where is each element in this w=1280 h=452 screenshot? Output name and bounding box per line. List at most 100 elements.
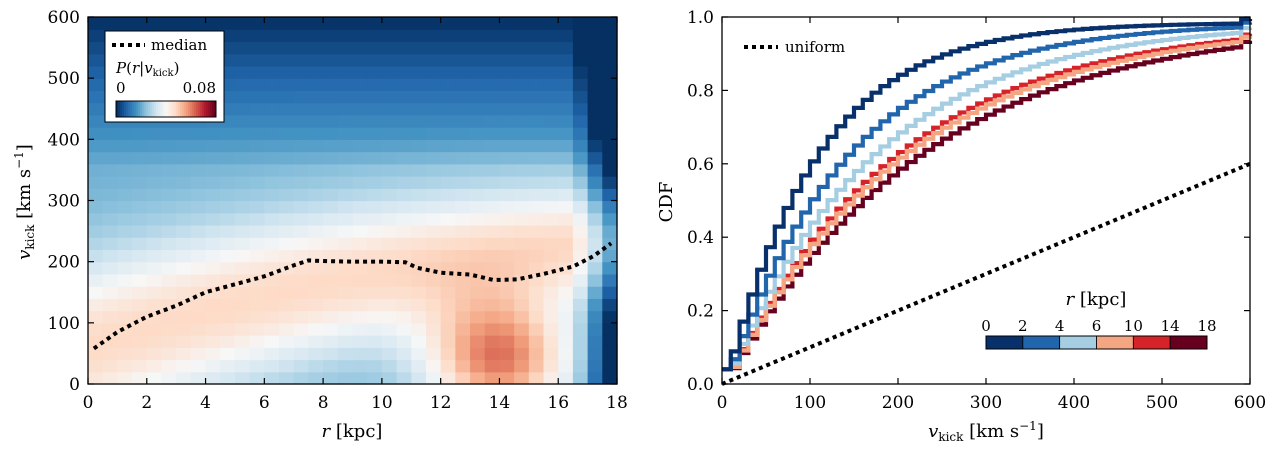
heatmap-cell — [190, 200, 207, 214]
heatmap-cell — [514, 359, 530, 373]
heatmap-cell — [102, 310, 118, 324]
heatmap-cell — [543, 237, 559, 251]
heatmap-cell — [558, 212, 574, 226]
colorbar-segment — [192, 101, 195, 117]
heatmap-cell — [352, 53, 368, 67]
heatmap-legend: median P(r|vkick) 0 0.08 — [104, 30, 225, 123]
heatmap-cell — [587, 298, 603, 312]
heatmap-cell — [102, 151, 118, 165]
heatmap-cell — [117, 188, 133, 202]
heatmap-cell — [132, 17, 148, 30]
heatmap-cell — [190, 249, 207, 263]
heatmap-cell — [381, 200, 398, 214]
heatmap-cell — [558, 41, 574, 55]
heatmap-cell — [587, 212, 603, 226]
heatmap-cell — [367, 17, 383, 30]
heatmap-cell — [499, 65, 515, 79]
heatmap-cell — [602, 17, 618, 30]
heatmap-cell — [543, 29, 559, 43]
x-tick-label: 500 — [1146, 393, 1178, 413]
heatmap-cell — [455, 41, 471, 55]
heatmap-cell — [411, 310, 427, 324]
cdf-panel: 0 100 200 300 400 500 600 0.00.20.40.60.81.0 v… — [656, 8, 1266, 444]
colorbar-segment — [132, 101, 135, 117]
heatmap-cell — [205, 359, 221, 373]
heatmap-cell — [587, 322, 603, 336]
heatmap-cell — [396, 17, 412, 30]
heatmap-cell — [411, 286, 427, 299]
heatmap-cell — [337, 322, 354, 336]
heatmap-cell — [425, 347, 442, 361]
heatmap-cell — [572, 286, 589, 299]
heatmap-cell — [484, 371, 501, 385]
x-tick-label: 100 — [794, 393, 826, 413]
heatmap-cell — [543, 188, 559, 202]
heatmap-cell — [558, 249, 574, 263]
heatmap-cell — [352, 163, 368, 177]
heatmap-cell — [132, 212, 148, 226]
y-tick-label: 500 — [48, 69, 80, 89]
heatmap-y-ticks: 0 100 200 300 400 500 600 — [48, 8, 617, 395]
heatmap-cell — [234, 335, 251, 348]
heatmap-cell — [484, 102, 501, 116]
heatmap-cell — [440, 322, 456, 336]
y-tick-label: 0.0 — [687, 375, 714, 395]
heatmap-cell — [602, 127, 618, 140]
cdf-series-line — [722, 34, 1253, 372]
heatmap-cell — [190, 371, 207, 385]
heatmap-cell — [543, 114, 559, 128]
colorbar-segment — [150, 101, 153, 117]
heatmap-cell — [381, 90, 398, 104]
heatmap-cell — [587, 359, 603, 373]
heatmap-cell — [425, 41, 442, 55]
heatmap-cell — [337, 114, 354, 128]
cdf-y-ticks: 0.0 0.2 0.4 0.6 0.8 1.0 — [687, 8, 1250, 395]
heatmap-cell — [249, 114, 265, 128]
r-colorbar-tick-label: 4 — [1055, 317, 1065, 335]
heatmap-cell — [484, 224, 501, 238]
heatmap-cell — [514, 371, 530, 385]
heatmap-cell — [470, 347, 486, 361]
heatmap-cell — [367, 261, 383, 275]
heatmap-cell — [558, 90, 574, 104]
heatmap-cell — [411, 200, 427, 214]
heatmap-cell — [161, 188, 177, 202]
heatmap-cell — [352, 114, 368, 128]
heatmap-cell — [572, 212, 589, 226]
heatmap-cell — [88, 53, 104, 67]
heatmap-cell — [455, 78, 471, 91]
heatmap-cell — [499, 114, 515, 128]
heatmap-cell — [88, 188, 104, 202]
heatmap-ylabel: vkick [km s−1] — [12, 144, 37, 260]
r-colorbar-tick-label: 6 — [1092, 317, 1102, 335]
heatmap-cell — [88, 371, 104, 385]
heatmap-cell — [470, 102, 486, 116]
heatmap-cell — [205, 139, 221, 153]
heatmap-cell — [470, 310, 486, 324]
heatmap-cell — [190, 188, 207, 202]
colorbar-segment — [184, 101, 187, 117]
heatmap-cell — [308, 273, 324, 287]
heatmap-cell — [367, 286, 383, 299]
heatmap-cell — [279, 102, 295, 116]
heatmap-cell — [88, 65, 104, 79]
heatmap-cell — [88, 249, 104, 263]
heatmap-cell — [558, 310, 574, 324]
heatmap-cell — [279, 310, 295, 324]
colorbar-segment — [178, 101, 181, 117]
heatmap-cell — [499, 237, 515, 251]
colorbar-segment — [134, 101, 137, 117]
heatmap-cell — [484, 237, 501, 251]
heatmap-cell — [88, 127, 104, 140]
heatmap-cell — [558, 237, 574, 251]
heatmap-cell — [190, 163, 207, 177]
heatmap-cell — [514, 310, 530, 324]
heatmap-cell — [440, 176, 456, 189]
heatmap-cell — [132, 139, 148, 153]
heatmap-cell — [455, 371, 471, 385]
heatmap-cell — [528, 347, 545, 361]
heatmap-cell — [484, 176, 501, 189]
heatmap-cell — [234, 151, 251, 165]
heatmap-cell — [234, 139, 251, 153]
heatmap-cell — [572, 127, 589, 140]
